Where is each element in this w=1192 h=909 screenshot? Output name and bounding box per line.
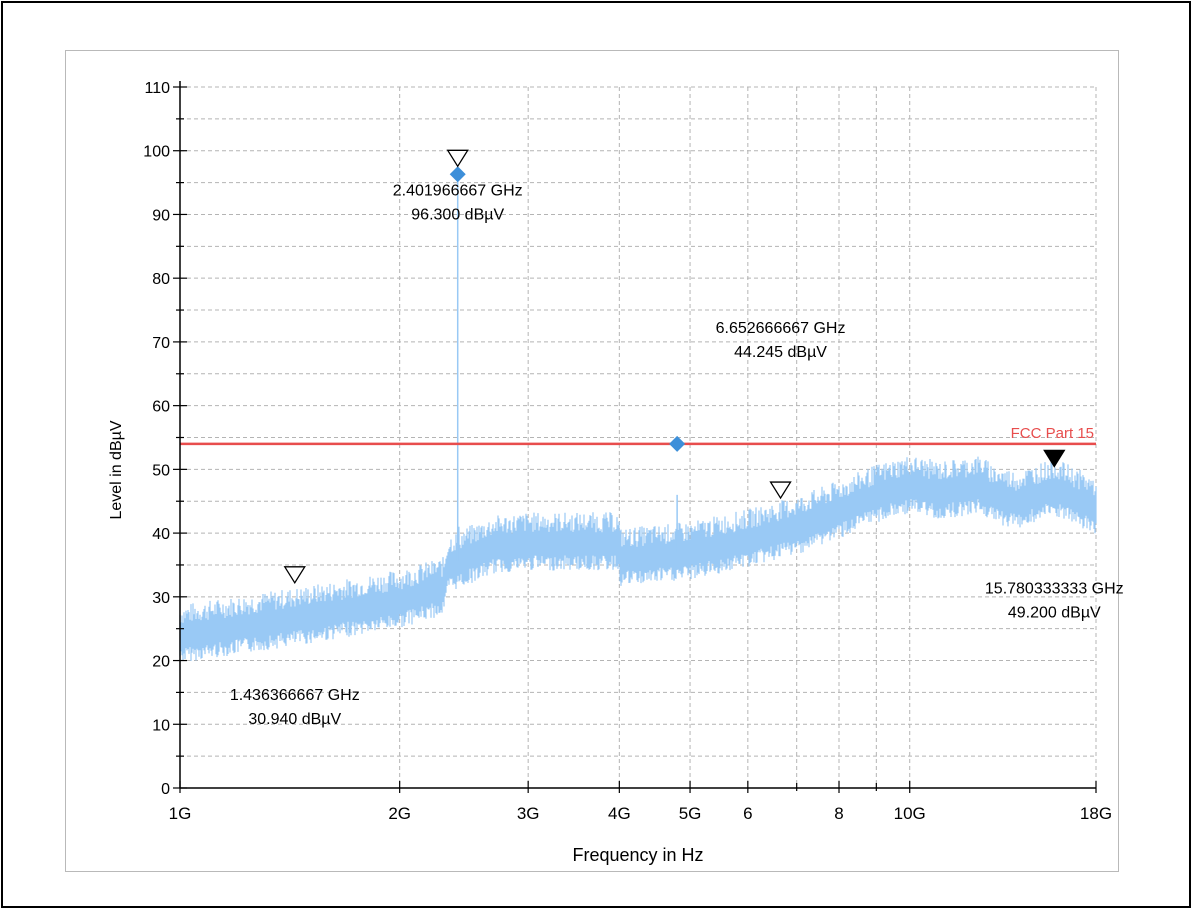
y-tick-label: 10 — [152, 717, 170, 734]
marker-level-label: 49.200 dBµV — [1008, 604, 1101, 621]
peak-marker-triangle — [1043, 449, 1066, 468]
x-tick-label: 5G — [679, 804, 702, 823]
y-tick-label: 60 — [152, 399, 170, 416]
peak-marker-triangle — [283, 566, 306, 585]
marker-freq-label: 15.780333333 GHz — [985, 580, 1124, 597]
marker-freq-label: 1.436366667 GHz — [230, 687, 360, 704]
x-tick-label: 4G — [608, 804, 631, 823]
y-tick-label: 100 — [143, 144, 170, 161]
limit-line-label: FCC Part 15 — [1011, 425, 1094, 442]
diamond-marker — [449, 166, 466, 183]
x-tick-label: 1G — [169, 804, 192, 823]
y-axis-title: Level in dBµV — [108, 420, 125, 519]
y-tick-label: 70 — [152, 335, 170, 352]
y-tick-label: 20 — [152, 654, 170, 671]
y-tick-label: 30 — [152, 590, 170, 607]
y-tick-label: 0 — [161, 781, 170, 798]
limit-layer: FCC Part 15 — [180, 425, 1096, 446]
peak-marker-triangle — [446, 149, 469, 168]
x-tick-label: 18G — [1080, 804, 1112, 823]
y-tick-label: 110 — [144, 80, 170, 97]
trace-layer — [179, 174, 1097, 661]
x-tick-label: 6 — [743, 804, 752, 823]
marker-layer: 1.436366667 GHz 30.940 dBµV 2.401966667 GH… — [230, 149, 1124, 728]
trace-series — [179, 456, 1097, 661]
marker-freq-label: 2.401966667 GHz — [393, 182, 523, 199]
chart-panel — [65, 50, 1119, 872]
marker-level-label: 44.245 dBµV — [734, 344, 827, 361]
peak-marker-triangle — [769, 481, 792, 500]
y-tick-label: 40 — [152, 526, 170, 543]
y-tick-label: 90 — [152, 207, 170, 224]
x-tick-label: 10G — [894, 804, 926, 823]
diamond-marker — [669, 435, 686, 452]
x-tick-label: 3G — [517, 804, 540, 823]
x-axis-title: Frequency in Hz — [572, 845, 703, 865]
y-tick-label: 80 — [152, 271, 170, 288]
marker-freq-label: 6.652666667 GHz — [716, 320, 846, 337]
x-tick-label: 2G — [388, 804, 411, 823]
y-tick-label: 50 — [152, 462, 170, 479]
x-tick-label: 8 — [834, 804, 843, 823]
grid-lines — [180, 86, 1097, 788]
marker-level-label: 30.940 dBµV — [248, 711, 341, 728]
axes-layer: 0 10 20 30 40 50 60 70 80 90 100 110 1G 2G 3G 4G 5G 6 8 10G… — [143, 80, 1112, 823]
marker-level-label: 96.300 dBµV — [411, 206, 504, 223]
